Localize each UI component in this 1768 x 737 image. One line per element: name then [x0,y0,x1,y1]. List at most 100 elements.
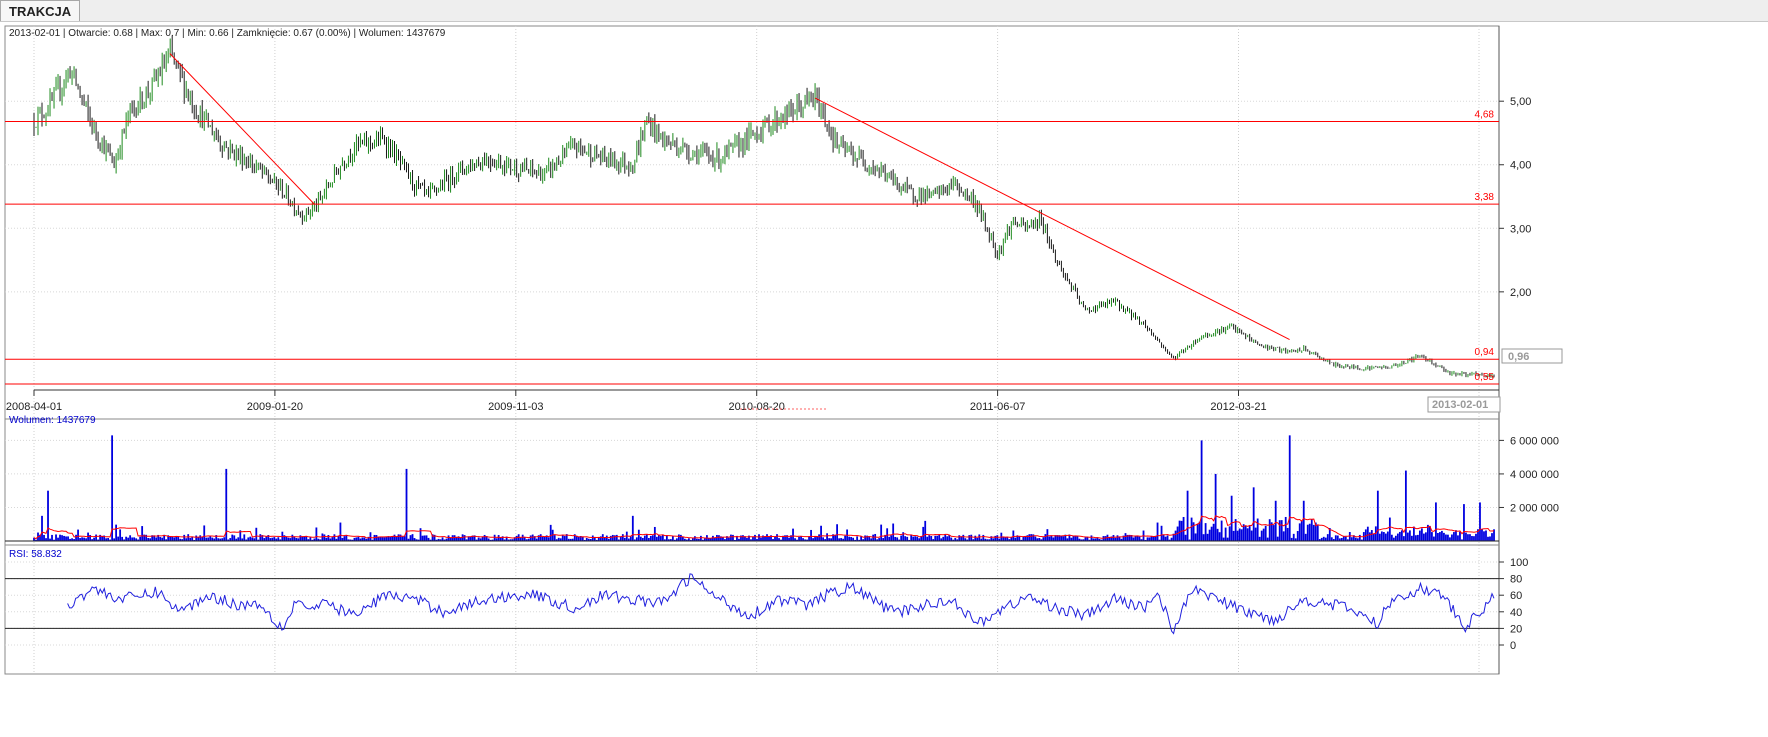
volume-bar [315,527,318,541]
volume-bar [331,537,334,541]
volume-bar [762,535,764,541]
stock-chart[interactable]: 2013-02-01 | Otwarcie: 0.68 | Max: 0.7 |… [0,22,1768,737]
volume-bar [511,539,514,541]
volume-bar [445,538,448,541]
volume-bar [1202,534,1205,541]
volume-bar [800,536,802,541]
volume-bar [217,538,220,541]
volume-bar [742,535,744,541]
volume-bar [579,536,582,541]
volume-bar [1242,524,1245,541]
volume-bar [1108,537,1111,541]
volume-bar [643,535,646,541]
volume-bar [712,535,714,541]
volume-bar [603,537,606,541]
volume-bar [1312,524,1315,541]
volume-bar [1130,535,1133,541]
volume-bar [902,532,905,541]
volume-bar [1322,536,1325,541]
volume-bar [645,534,648,541]
volume-bar [966,539,969,541]
volume-bar [1338,538,1341,541]
volume-bar [896,537,899,541]
volume-bar [1078,538,1081,541]
volume-bar [708,538,710,541]
volume-bar [687,538,690,541]
volume-bar [1332,538,1335,541]
volume-bar [639,536,642,541]
volume-bar [479,538,482,541]
volume-bar [559,538,562,541]
volume-bar [984,538,987,541]
volume-bar [509,539,512,541]
volume-bar [1286,527,1289,541]
volume-bar [1058,535,1061,541]
volume-bar [1036,538,1039,541]
volume-bar [1186,490,1189,541]
volume-bar [605,535,608,541]
volume-bar [1246,528,1249,541]
volume-bar [996,535,999,541]
volume-bar [345,535,348,541]
volume-bar [878,538,881,541]
volume-bar [403,536,406,541]
volume-bar [235,538,238,541]
volume-bar [1250,530,1253,541]
tab-strip: TRAKCJA [0,0,1768,22]
volume-bar [63,535,65,541]
volume-bar [233,535,236,541]
volume-bar [806,539,808,541]
volume-bar [495,538,498,541]
volume-bar [1344,536,1347,541]
volume-bar [1054,535,1057,541]
volume-bar [982,534,985,541]
volume-bar [1240,529,1243,541]
volume-bar [1120,538,1123,541]
volume-bar [205,537,208,541]
volume-bar [499,537,502,541]
volume-bar [225,468,228,541]
volume-bar [698,538,700,541]
volume-bar [1032,534,1035,541]
volume-bar [165,539,168,541]
volume-bar [675,538,678,541]
volume-bar [651,535,654,541]
volume-bar [185,538,188,541]
volume-bar [341,537,344,541]
volume-bar [1136,536,1139,541]
volume-bar [946,536,949,541]
volume-bar [810,529,812,541]
volume-bar [155,537,158,541]
volume-bar [467,536,470,541]
volume-bar [824,539,826,541]
volume-bar [1461,539,1463,541]
volume-bar [689,539,692,541]
volume-bar [828,538,830,541]
volume-bar [313,538,316,541]
volume-bar [1030,534,1033,541]
volume-bar [289,538,292,541]
volume-bar [1298,523,1301,541]
tab-trakcja[interactable]: TRAKCJA [0,0,81,21]
volume-bar [275,538,278,541]
volume-bar [1370,530,1373,541]
volume-bar [1002,536,1005,541]
volume-bar [429,539,432,541]
volume-bar [1364,529,1367,541]
volume-bar [427,537,430,541]
volume-bar [1270,522,1273,541]
volume-bar [241,538,244,541]
volume-bar [321,533,324,541]
volume-bar [864,535,867,541]
volume-bar [870,538,873,541]
volume-bar [1308,523,1311,541]
volume-bar [1300,520,1303,541]
volume-bar [1284,516,1287,541]
volume-bar [1076,536,1079,541]
volume-bar [1048,536,1051,541]
volume-bar [748,535,750,541]
volume-bar [127,537,130,541]
volume-bar [423,535,426,541]
volume-y-axis: 6 000 000 4 000 000 2 000 000 [1499,435,1559,514]
volume-bar [784,535,786,541]
